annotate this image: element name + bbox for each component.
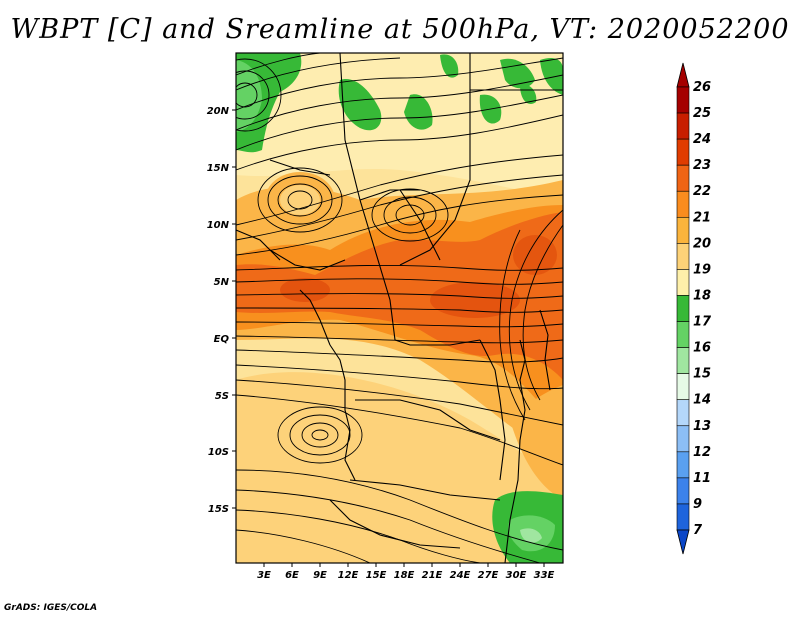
colorbar-swatch (676, 373, 690, 401)
colorbar-label: 19 (693, 262, 711, 277)
latitude-axis: 20N 15N 10N 5N EQ 5S 10S 15S (207, 106, 236, 515)
colorbar-swatch (676, 164, 690, 192)
lon-label-24e: 24E (450, 570, 471, 581)
lat-label-10s: 10S (208, 447, 229, 458)
colorbar-label: 26 (693, 80, 711, 95)
colorbar-swatch (676, 321, 690, 348)
colorbar-swatch (676, 477, 690, 505)
colorbar-swatch (676, 451, 690, 479)
colorbar-label: 17 (693, 315, 712, 330)
colorbar-swatch (676, 138, 690, 166)
colorbar-label: 21 (693, 210, 711, 225)
colorbar-swatch (676, 425, 690, 453)
colorbar-label: 23 (693, 158, 711, 173)
colorbar-swatch (676, 295, 690, 322)
lon-label-18e: 18E (394, 570, 415, 581)
colorbar-label: 16 (693, 341, 711, 356)
colorbar-swatch (676, 503, 690, 531)
colorbar-bottom-arrow (676, 529, 690, 555)
lat-label-eq: EQ (214, 334, 230, 345)
lon-label-6e: 6E (285, 570, 299, 581)
lat-label-20n: 20N (207, 106, 230, 117)
lon-label-30e: 30E (506, 570, 527, 581)
colorbar-swatch (676, 112, 690, 140)
colorbar-label: 25 (693, 106, 711, 121)
colorbar-swatch (676, 86, 690, 114)
lat-label-15n: 15N (207, 163, 230, 174)
lon-label-9e: 9E (313, 570, 327, 581)
colorbar-label: 18 (693, 288, 711, 303)
colorbar-swatch (676, 216, 690, 244)
colorbar: 26 25 24 23 22 21 20 19 18 17 16 15 14 13 12 11 9 7 (676, 62, 712, 555)
colorbar-label: 12 (693, 445, 711, 460)
lat-label-5n: 5N (214, 277, 230, 288)
colorbar-label: 14 (693, 393, 711, 408)
grads-credit: GrADS: IGES/COLA (4, 603, 98, 613)
colorbar-label: 9 (693, 497, 702, 512)
colorbar-label: 13 (693, 419, 711, 434)
lon-label-15e: 15E (366, 570, 387, 581)
longitude-axis: 3E 6E 9E 12E 15E 18E 21E 24E 27E 30E 33E (257, 563, 555, 581)
lat-label-15s: 15S (208, 504, 229, 515)
map-title: WBPT [C] and Sreamline at 500hPa, VT: 20… (10, 14, 790, 45)
colorbar-swatch (676, 399, 690, 427)
colorbar-label: 24 (693, 132, 711, 147)
colorbar-swatch (676, 190, 690, 218)
colorbar-top-arrow (676, 62, 690, 88)
country-borders (236, 53, 563, 563)
lon-label-27e: 27E (478, 570, 499, 581)
colorbar-label: 7 (693, 523, 703, 538)
colorbar-swatch (676, 269, 690, 296)
colorbar-swatch (676, 243, 690, 270)
colorbar-label: 22 (693, 184, 711, 199)
colorbar-label: 11 (693, 471, 711, 486)
shaded-field (236, 53, 563, 563)
colorbar-label: 15 (693, 367, 711, 382)
lon-label-21e: 21E (422, 570, 443, 581)
colorbar-label: 20 (693, 236, 711, 251)
plot-frame (235, 52, 564, 564)
lat-label-10n: 10N (207, 220, 230, 231)
lat-label-5s: 5S (215, 391, 229, 402)
lon-label-3e: 3E (257, 570, 271, 581)
lon-label-33e: 33E (534, 570, 555, 581)
colorbar-swatch (676, 347, 690, 374)
lon-label-12e: 12E (338, 570, 359, 581)
streamlines (236, 53, 563, 563)
